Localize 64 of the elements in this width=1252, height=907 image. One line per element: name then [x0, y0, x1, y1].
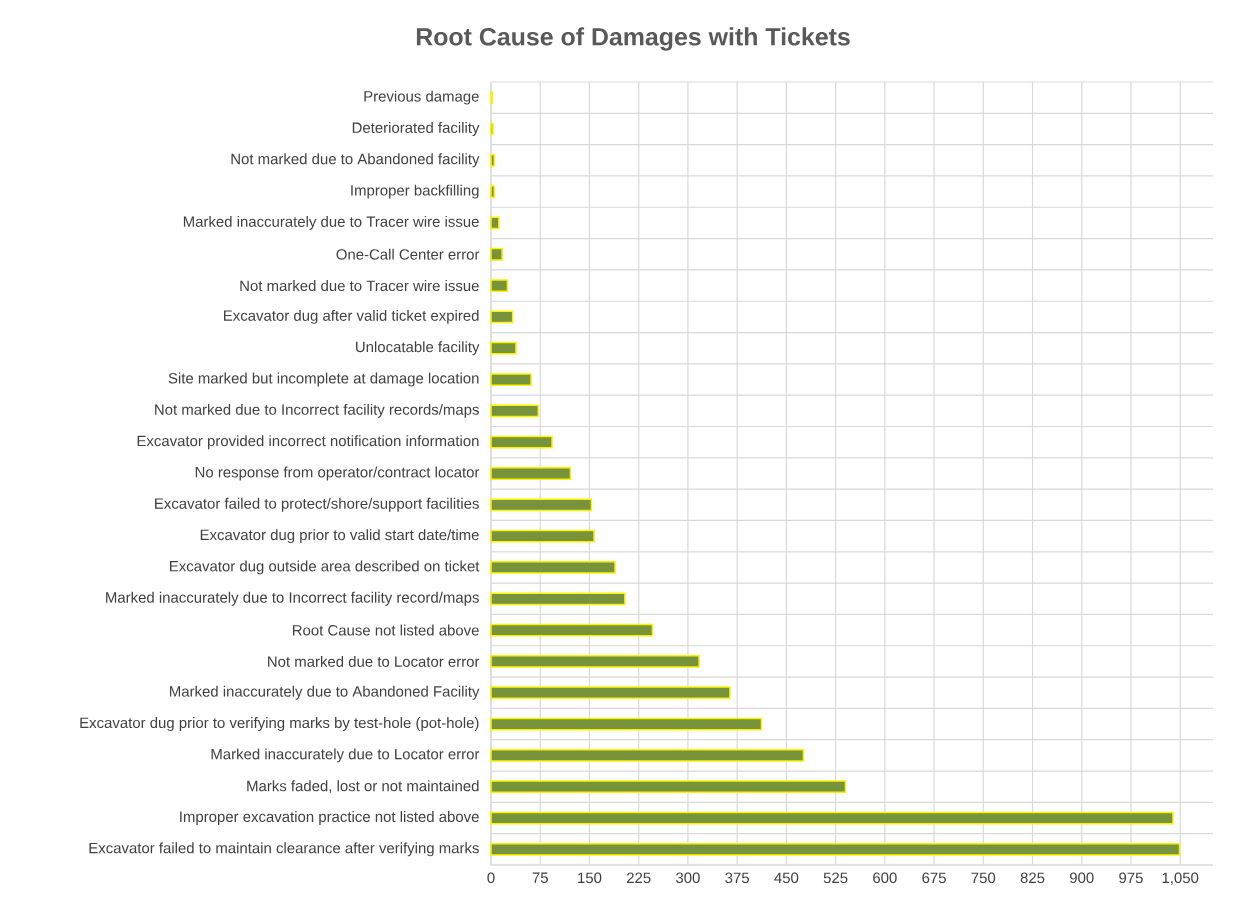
- x-tick-label: 975: [1119, 872, 1143, 884]
- x-tick-label: 75: [532, 872, 548, 883]
- y-tick-label: Excavator dug outside area described on ticket: [170, 560, 480, 575]
- bar: [490, 185, 496, 198]
- y-tick-label: Not marked due to Incorrect facility records/maps: [155, 403, 479, 418]
- x-tick-label: 1,050: [1162, 872, 1199, 885]
- x-tick-label: 300: [676, 872, 700, 884]
- x-tick-label: 825: [1020, 872, 1045, 884]
- y-tick-label: Excavator provided incorrect notification information: [137, 435, 479, 450]
- bar: [490, 529, 595, 543]
- bar: [490, 655, 700, 668]
- y-tick-label: Marked inaccurately due to Locator error: [211, 748, 480, 763]
- chart-title: Root Cause of Damages with Tickets: [416, 27, 850, 51]
- y-tick-label: Not marked due to Locator error: [268, 655, 480, 667]
- bar: [490, 435, 553, 449]
- bar: [490, 686, 731, 700]
- y-tick-label: Previous damage: [364, 90, 479, 105]
- bar: [490, 279, 509, 292]
- y-tick-label: Excavator failed to maintain clearance after verifying marks: [89, 842, 479, 857]
- bar: [490, 153, 496, 167]
- y-tick-label: Improper excavation practice not listed above: [180, 811, 479, 825]
- x-tick-label: 750: [971, 872, 996, 884]
- bar: [490, 842, 1181, 856]
- x-tick-label: 0: [487, 872, 495, 884]
- bar: [490, 341, 517, 355]
- bar: [490, 717, 763, 731]
- y-tick-label: Marked inaccurately due to Abandoned Facility: [170, 685, 480, 700]
- x-tick-label: 675: [922, 872, 946, 884]
- x-tick-label: 600: [873, 872, 897, 884]
- y-tick-label: Root Cause not listed above: [292, 624, 479, 636]
- x-tick-label: 525: [823, 872, 848, 884]
- bar: [490, 592, 626, 606]
- y-tick-label: Not marked due to Abandoned facility: [231, 153, 480, 168]
- bar: [490, 247, 503, 261]
- x-tick-label: 450: [774, 872, 799, 884]
- y-tick-label: Excavator dug prior to valid start date/time: [200, 529, 479, 544]
- bar: [490, 373, 532, 386]
- bar: [490, 748, 805, 762]
- bar: [490, 780, 847, 794]
- y-tick-label: Unlocatable facility: [356, 341, 480, 356]
- y-tick-label: Deteriorated facility: [352, 122, 480, 136]
- y-tick-label: Marked inaccurately due to Incorrect facility record/maps: [106, 591, 479, 606]
- y-tick-label: Excavator dug prior to verifying marks by test-hole (pot-hole): [80, 717, 479, 732]
- bar: [490, 623, 654, 637]
- bar: [490, 811, 1174, 825]
- y-tick-label: Improper backfilling: [351, 184, 479, 199]
- y-tick-label: No response from operator/contract locator: [195, 466, 480, 481]
- bar: [490, 561, 616, 574]
- y-tick-label: Site marked but incomplete at damage location: [168, 372, 479, 387]
- x-tick-label: 900: [1069, 872, 1094, 884]
- x-tick-label: 150: [578, 872, 602, 884]
- x-tick-label: 375: [725, 872, 749, 884]
- y-tick-label: One-Call Center error: [336, 248, 480, 260]
- bar: [490, 467, 572, 480]
- y-tick-label: Not marked due to Tracer wire issue: [240, 280, 479, 292]
- y-tick-label: Marked inaccurately due to Tracer wire issue: [183, 215, 479, 230]
- bar: [490, 498, 593, 512]
- bar: [490, 310, 514, 324]
- bar: [490, 216, 500, 230]
- y-tick-label: Excavator dug after valid ticket expired: [224, 309, 479, 324]
- bar: [490, 404, 540, 418]
- y-tick-label: Marks faded, lost or not maintained: [247, 780, 479, 794]
- y-tick-label: Excavator failed to protect/shore/support facilities: [155, 497, 479, 512]
- x-tick-label: 225: [626, 872, 651, 884]
